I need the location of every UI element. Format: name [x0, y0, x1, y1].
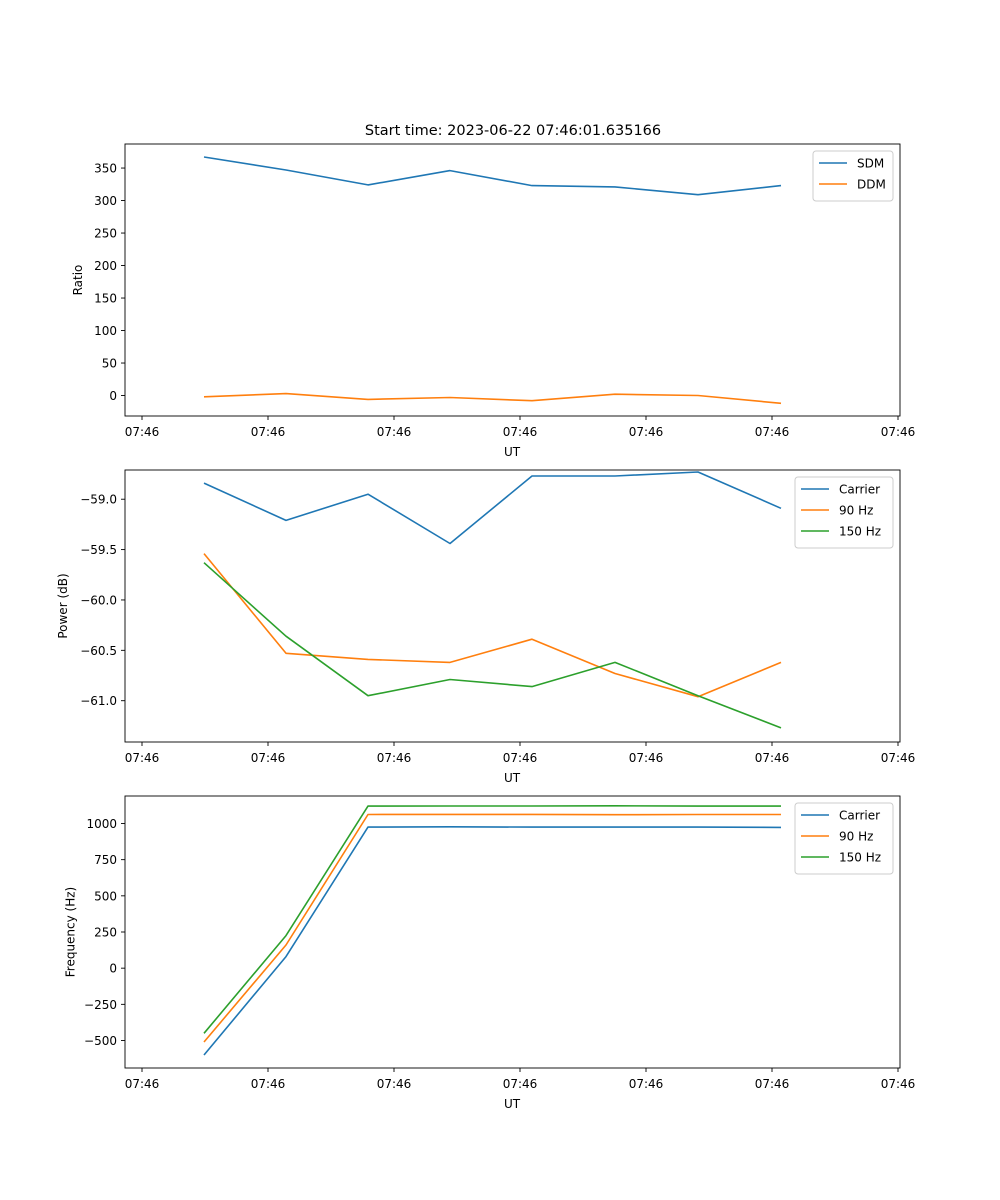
subplot-2: 07:46 07:46 07:46 07:46 07:46 07:46 07:46 UT −61…: [56, 469, 916, 785]
series-line-150-hz: [203, 804, 781, 1034]
series-line-90-hz: [203, 553, 782, 698]
x-tick-label: 07:46: [125, 425, 160, 439]
x-tick-label: 07:46: [251, 425, 286, 439]
y-tick-label: 50: [102, 357, 117, 371]
y-tick-label: −60.5: [80, 644, 117, 658]
y-axis-label: Ratio: [71, 265, 85, 296]
y-tick-label: −59.5: [80, 543, 117, 557]
x-tick-label: 07:46: [377, 751, 412, 765]
x-tick-label: 07:46: [503, 425, 538, 439]
legend-label: 150 Hz: [839, 525, 881, 539]
x-tick-label: 07:46: [125, 751, 160, 765]
x-tick-label: 07:46: [629, 1077, 664, 1091]
subplot-3: 07:46 07:46 07:46 07:46 07:46 07:46 07:46 UT −50…: [64, 795, 916, 1111]
y-tick-label: 0: [109, 389, 117, 403]
series-line-carrier: [203, 471, 782, 545]
legend-label: Carrier: [839, 483, 880, 497]
y-axis-label: Power (dB): [56, 573, 70, 638]
subplots: 07:46 07:46 07:46 07:46 07:46 07:46 07:46 UT 0 50…: [56, 143, 916, 1111]
y-tick-label: 100: [94, 324, 117, 338]
series-line-90-hz: [203, 813, 781, 1043]
y-tick-label: 150: [94, 292, 117, 306]
y-tick-label: 250: [94, 926, 117, 940]
legend-label: 90 Hz: [839, 504, 873, 518]
x-tick-label: 07:46: [251, 751, 286, 765]
x-tick-label: 07:46: [503, 1077, 538, 1091]
y-tick-label: 500: [94, 889, 117, 903]
x-axis-label: UT: [504, 445, 521, 459]
x-tick-label: 07:46: [377, 1077, 412, 1091]
y-tick-label: 250: [94, 227, 117, 241]
y-tick-label: 750: [94, 853, 117, 867]
series-line-ddm: [203, 392, 782, 405]
legend-label: DDM: [857, 178, 886, 192]
x-tick-label: 07:46: [377, 425, 412, 439]
y-tick-label: −59.0: [80, 493, 117, 507]
x-axis-label: UT: [504, 1097, 521, 1111]
y-tick-label: 1000: [86, 817, 117, 831]
legend-label: 150 Hz: [839, 851, 881, 865]
y-tick-label: −60.0: [80, 593, 117, 607]
legend: SDM DDM: [812, 150, 894, 202]
x-tick-label: 07:46: [503, 751, 538, 765]
x-tick-label: 07:46: [125, 1077, 160, 1091]
y-tick-label: −250: [84, 998, 117, 1012]
x-tick-label: 07:46: [755, 751, 790, 765]
legend-label: 90 Hz: [839, 830, 873, 844]
y-tick-label: 0: [109, 962, 117, 976]
y-tick-label: 350: [94, 162, 117, 176]
x-tick-label: 07:46: [881, 751, 916, 765]
x-tick-label: 07:46: [881, 425, 916, 439]
series-line-150-hz: [203, 562, 782, 729]
series-line-carrier: [203, 825, 782, 1056]
x-tick-label: 07:46: [755, 425, 790, 439]
x-tick-label: 07:46: [629, 425, 664, 439]
y-axis-label: Frequency (Hz): [64, 887, 78, 978]
x-tick-label: 07:46: [755, 1077, 790, 1091]
y-tick-label: −500: [84, 1034, 117, 1048]
x-tick-label: 07:46: [881, 1077, 916, 1091]
x-axis-label: UT: [504, 771, 521, 785]
axes-frame: [124, 143, 901, 417]
y-tick-label: −61.0: [80, 694, 117, 708]
y-tick-label: 300: [94, 194, 117, 208]
legend: Carrier 90 Hz 150 Hz: [794, 802, 894, 875]
legend-label: Carrier: [839, 809, 880, 823]
axes-frame: [124, 469, 901, 743]
y-tick-label: 200: [94, 259, 117, 273]
legend-label: SDM: [857, 157, 884, 171]
legend: Carrier 90 Hz 150 Hz: [794, 476, 894, 549]
figure-title: Start time: 2023-06-22 07:46:01.635166: [365, 123, 661, 139]
series-line-sdm: [203, 156, 782, 196]
x-tick-label: 07:46: [251, 1077, 286, 1091]
x-tick-label: 07:46: [629, 751, 664, 765]
subplot-1: 07:46 07:46 07:46 07:46 07:46 07:46 07:46 UT 0 50…: [71, 143, 916, 459]
